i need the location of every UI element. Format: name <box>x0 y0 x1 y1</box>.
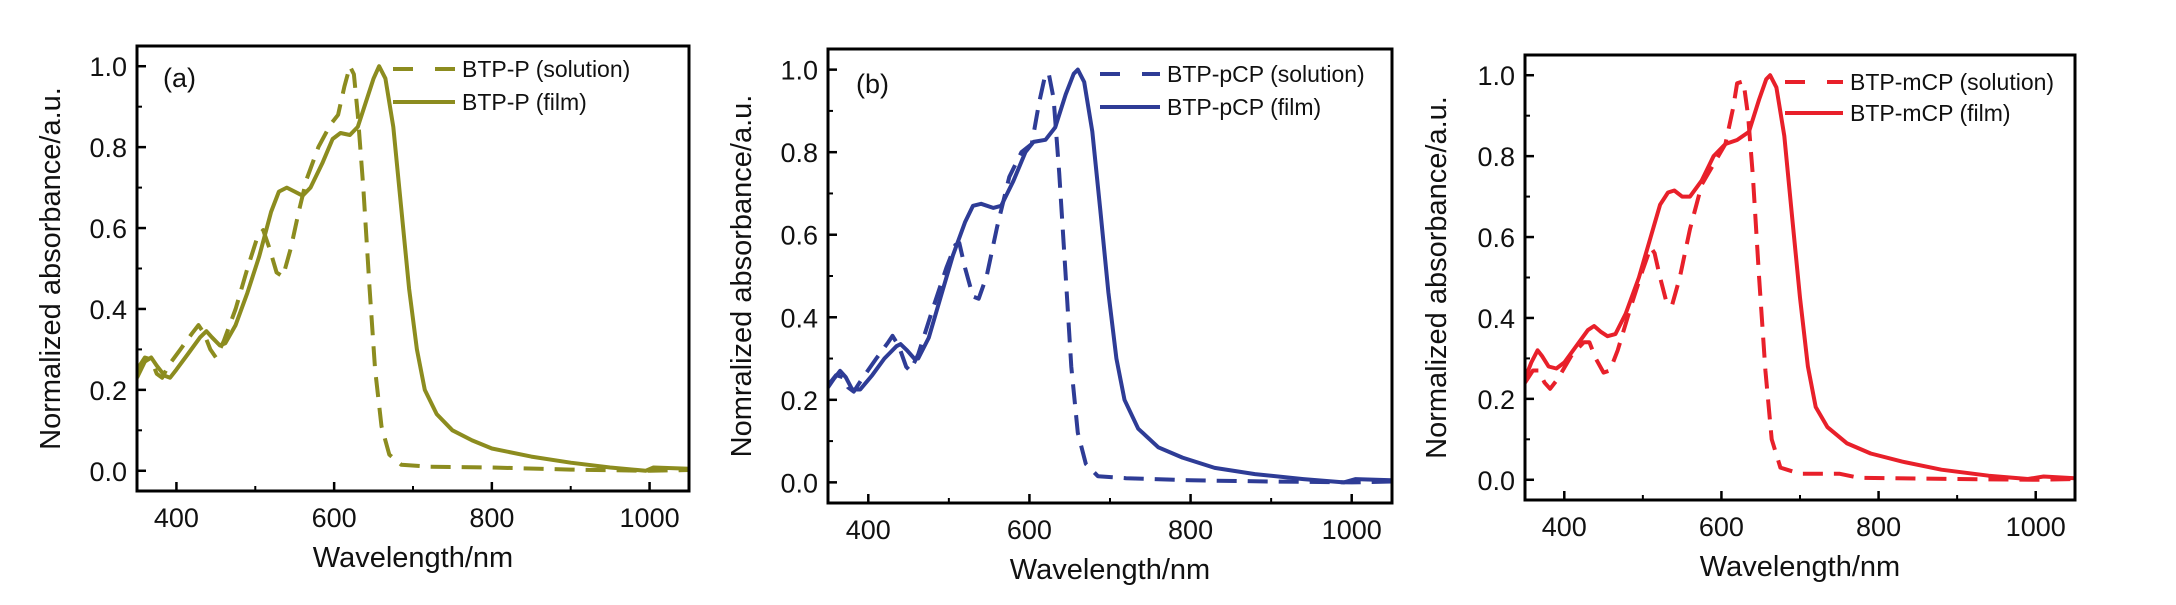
x-axis-title: Wavelength/nm <box>313 542 513 574</box>
legend: BTP-pCP (solution) BTP-pCP (film) <box>1100 61 1365 120</box>
x-tick-label: 400 <box>1542 512 1587 542</box>
y-axis-title: Normalized absorbance/a.u. <box>1421 96 1453 459</box>
y-tick-label: 1.0 <box>780 56 818 86</box>
series-line-film <box>828 67 1392 485</box>
series-line-film <box>137 64 689 473</box>
legend: BTP-P (solution) BTP-P (film) <box>393 56 630 115</box>
x-tick-label: 400 <box>154 503 199 533</box>
y-tick-label: 1.0 <box>1477 61 1515 91</box>
x-tick-label: 1000 <box>620 503 680 533</box>
y-tick-label: 0.6 <box>780 221 818 251</box>
x-tick-label: 1000 <box>1322 515 1382 545</box>
series-group <box>828 67 1392 485</box>
y-tick-label: 0.0 <box>780 468 818 498</box>
legend-label-solution: BTP-mCP (solution) <box>1850 69 2054 95</box>
x-tick-label: 400 <box>846 515 891 545</box>
panel-c: Normalized absorbance/a.u. Wavelength/nm… <box>1421 53 2077 583</box>
series-group <box>1525 73 2075 482</box>
y-tick-label: 0.8 <box>89 133 127 163</box>
legend-label-film: BTP-pCP (film) <box>1167 94 1321 120</box>
x-tick-label: 800 <box>1168 515 1213 545</box>
y-tick-label: 1.0 <box>89 52 127 82</box>
x-tick-label: 600 <box>312 503 357 533</box>
y-axis-title: Nomralized absorbance/a.u. <box>726 95 758 458</box>
x-tick-label: 600 <box>1699 512 1744 542</box>
y-tick-label: 0.4 <box>780 303 818 333</box>
x-axis-title: Wavelength/nm <box>1010 554 1210 586</box>
y-tick-label: 0.8 <box>780 138 818 168</box>
series-group <box>137 64 689 473</box>
panel-label: (a) <box>163 63 196 93</box>
x-tick-label: 800 <box>469 503 514 533</box>
series-line-film <box>1525 73 2075 481</box>
x-tick-label: 600 <box>1007 515 1052 545</box>
legend-label-film: BTP-mCP (film) <box>1850 100 2011 126</box>
x-tick-label: 800 <box>1856 512 1901 542</box>
y-tick-label: 0.2 <box>1477 385 1515 415</box>
y-tick-label: 0.0 <box>1477 466 1515 496</box>
legend-label-solution: BTP-pCP (solution) <box>1167 61 1365 87</box>
y-tick-label: 0.6 <box>89 214 127 244</box>
series-line-solution <box>828 71 1392 485</box>
y-tick-label: 0.0 <box>89 457 127 487</box>
y-tick-label: 0.2 <box>780 386 818 416</box>
x-tick-label: 1000 <box>2006 512 2066 542</box>
x-axis-title: Wavelength/nm <box>1700 551 1900 583</box>
legend: BTP-mCP (solution) BTP-mCP (film) <box>1785 69 2054 126</box>
y-tick-label: 0.4 <box>89 295 127 325</box>
series-line-solution <box>137 64 689 473</box>
y-tick-label: 0.8 <box>1477 142 1515 172</box>
panel-b: Nomralized absorbance/a.u. Wavelength/nm… <box>726 47 1394 586</box>
y-axis-title: Normalized absorbance/a.u. <box>35 87 67 450</box>
panel-a: Normalized absorbance/a.u. Wavelength/nm… <box>35 44 691 574</box>
legend-label-film: BTP-P (film) <box>462 89 587 115</box>
plot-frame <box>135 44 691 493</box>
legend-label-solution: BTP-P (solution) <box>462 56 630 82</box>
series-line-solution <box>1525 79 2075 482</box>
y-tick-label: 0.2 <box>89 376 127 406</box>
y-tick-label: 0.4 <box>1477 304 1515 334</box>
panel-label: (b) <box>856 69 889 99</box>
y-tick-label: 0.6 <box>1477 223 1515 253</box>
